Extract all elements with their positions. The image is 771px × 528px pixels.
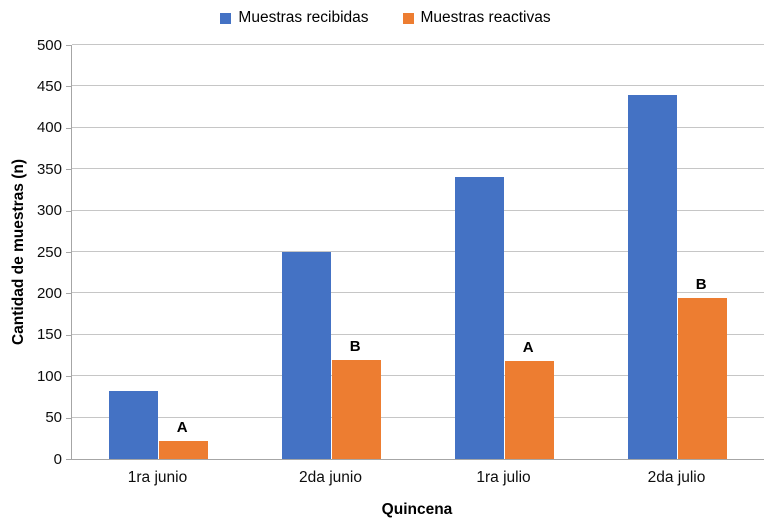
y-tick-mark (66, 86, 71, 88)
y-tick-label: 300 (36, 202, 62, 220)
legend-label: Muestras reactivas (420, 9, 551, 26)
gridline (72, 44, 764, 45)
y-tick-mark (66, 210, 71, 212)
gridline (72, 333, 764, 335)
bar-muestras-reactivas (504, 361, 554, 459)
bar-annotation: B (349, 337, 361, 355)
y-tick-mark (66, 127, 71, 129)
y-tick-mark (66, 417, 71, 419)
gridline (72, 375, 764, 377)
y-tick-label: 100 (36, 367, 62, 385)
gridline (72, 85, 764, 87)
y-tick-label: 350 (36, 160, 62, 178)
y-tick-label: 150 (36, 326, 62, 344)
y-tick-label: 0 (53, 450, 62, 468)
y-tick-mark (66, 459, 71, 460)
bar-muestras-recibidas (455, 177, 505, 459)
y-tick-mark (66, 169, 71, 171)
y-tick-label: 450 (36, 77, 62, 95)
y-tick-mark (66, 376, 71, 378)
y-tick-label: 200 (36, 284, 62, 302)
legend-swatch-icon (220, 12, 232, 24)
bar-muestras-reactivas (158, 440, 208, 459)
bar-annotation: A (176, 418, 188, 436)
x-category-label: 1ra julio (476, 469, 531, 486)
gridline (72, 126, 764, 128)
bar-annotation: A (522, 339, 534, 357)
y-tick-label: 50 (45, 409, 62, 427)
y-tick-label: 400 (36, 119, 62, 137)
y-tick-mark (66, 252, 71, 253)
y-tick-label: 500 (36, 36, 62, 54)
y-tick-mark (66, 45, 71, 46)
x-category-label: 2da julio (647, 469, 706, 486)
gridline (72, 251, 764, 252)
gridline (72, 292, 764, 294)
y-tick-mark (66, 293, 71, 295)
y-tick-label: 250 (36, 243, 62, 261)
y-tick-mark (66, 334, 71, 336)
gridline (72, 416, 764, 418)
plot-area (71, 44, 764, 460)
bar-muestras-recibidas (282, 252, 332, 459)
bar-muestras-reactivas (331, 359, 381, 459)
gridline (72, 209, 764, 211)
bar-muestras-recibidas (109, 391, 159, 459)
legend-swatch-icon (402, 12, 414, 24)
x-category-label: 1ra junio (127, 469, 188, 486)
bar-annotation: B (695, 275, 707, 293)
legend: Muestras recibidas Muestras reactivas (0, 9, 771, 27)
legend-label: Muestras recibidas (238, 9, 369, 26)
x-axis-title: Quincena (381, 501, 453, 518)
legend-item-muestras-recibidas: Muestras recibidas (220, 9, 369, 27)
legend-item-muestras-reactivas: Muestras reactivas (402, 9, 551, 27)
bar-muestras-reactivas (677, 297, 727, 459)
bar-muestras-recibidas (628, 94, 678, 459)
x-category-label: 2da junio (299, 469, 362, 486)
gridline (72, 168, 764, 170)
